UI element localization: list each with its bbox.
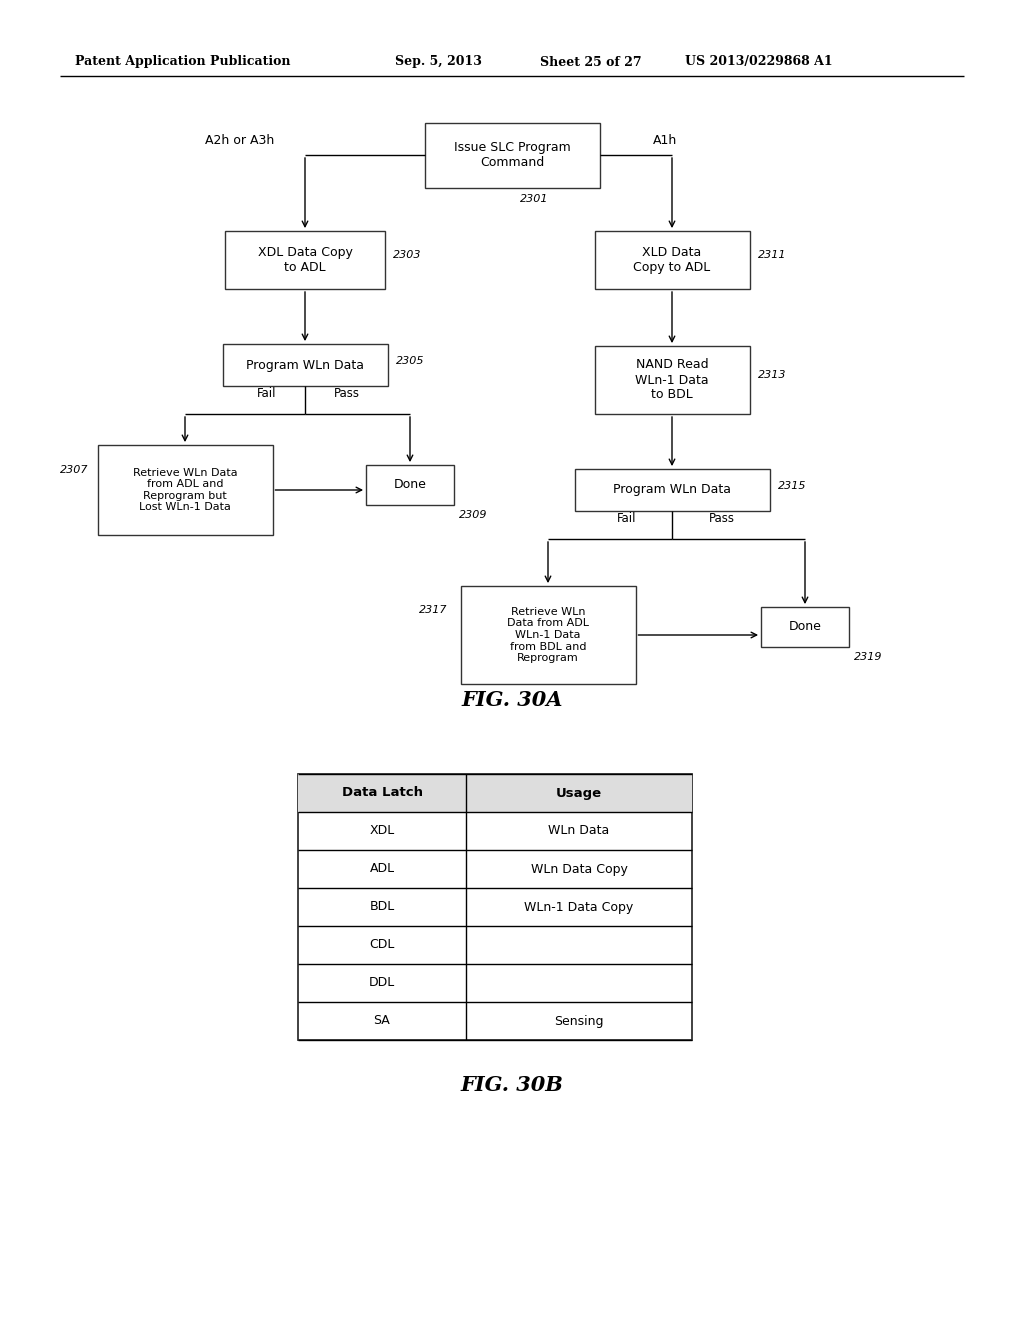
Text: DDL: DDL [369,977,395,990]
Text: Fail: Fail [257,387,276,400]
Text: Issue SLC Program
Command: Issue SLC Program Command [454,141,570,169]
Text: Fail: Fail [617,512,637,525]
Bar [574,469,769,511]
Bar [222,345,387,385]
Text: 2307: 2307 [59,465,88,475]
Text: 2309: 2309 [459,510,487,520]
Bar [761,607,849,647]
Text: Done: Done [393,479,426,491]
Bar [225,231,385,289]
Bar [298,774,692,812]
Text: BDL: BDL [370,900,394,913]
Bar [298,774,692,1040]
Text: 2319: 2319 [854,652,883,663]
Text: Usage: Usage [556,787,602,800]
Text: Retrieve WLn
Data from ADL
WLn-1 Data
from BDL and
Reprogram: Retrieve WLn Data from ADL WLn-1 Data fr… [507,607,589,663]
Text: ADL: ADL [370,862,394,875]
Text: 2317: 2317 [419,605,447,615]
Text: WLn Data Copy: WLn Data Copy [530,862,628,875]
Text: Patent Application Publication: Patent Application Publication [75,55,291,69]
Text: WLn-1 Data Copy: WLn-1 Data Copy [524,900,634,913]
Text: Program WLn Data: Program WLn Data [246,359,364,371]
Text: XDL: XDL [370,825,394,837]
Text: Sensing: Sensing [554,1015,604,1027]
Text: 2313: 2313 [758,370,786,380]
Text: 2303: 2303 [393,249,422,260]
Bar [595,346,750,414]
Bar [425,123,599,187]
Text: NAND Read
WLn-1 Data
to BDL: NAND Read WLn-1 Data to BDL [635,359,709,401]
Text: Sheet 25 of 27: Sheet 25 of 27 [540,55,642,69]
Text: XDL Data Copy
to ADL: XDL Data Copy to ADL [258,246,352,275]
Text: FIG. 30B: FIG. 30B [461,1074,563,1096]
Text: Pass: Pass [334,387,360,400]
Text: Pass: Pass [709,512,735,525]
Text: A2h or A3h: A2h or A3h [206,133,274,147]
Text: US 2013/0229868 A1: US 2013/0229868 A1 [685,55,833,69]
Bar [461,586,636,684]
Text: CDL: CDL [370,939,394,952]
Text: SA: SA [374,1015,390,1027]
Text: Done: Done [788,620,821,634]
Text: 2305: 2305 [395,356,424,366]
Text: Sep. 5, 2013: Sep. 5, 2013 [395,55,482,69]
Text: 2315: 2315 [777,480,806,491]
Text: XLD Data
Copy to ADL: XLD Data Copy to ADL [634,246,711,275]
Text: Retrieve WLn Data
from ADL and
Reprogram but
Lost WLn-1 Data: Retrieve WLn Data from ADL and Reprogram… [133,467,238,512]
Bar [97,445,272,535]
Text: 2311: 2311 [758,249,786,260]
Text: WLn Data: WLn Data [549,825,609,837]
Text: Program WLn Data: Program WLn Data [613,483,731,496]
Bar [366,465,454,506]
Text: Data Latch: Data Latch [341,787,423,800]
Bar [595,231,750,289]
Text: A1h: A1h [653,133,677,147]
Text: 2301: 2301 [520,194,549,205]
Text: FIG. 30A: FIG. 30A [461,690,563,710]
